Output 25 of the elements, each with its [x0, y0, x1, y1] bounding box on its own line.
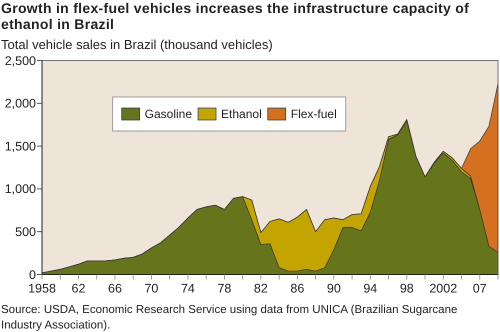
source-note: Source: USDA, Economic Research Service using data from UNICA (Brazilian Sugarcane Industry Association). — [1, 304, 458, 332]
x-tick-label: 78 — [217, 282, 232, 296]
x-tick-label: 2002 — [429, 282, 458, 296]
x-tick-label: 70 — [144, 282, 158, 296]
x-tick-label: 86 — [290, 282, 304, 296]
y-tick-label: 1,000 — [4, 182, 36, 196]
x-tick-label: 1958 — [28, 282, 56, 296]
chart-title: Growth in flex-fuel vehicles increases the infrastructure capacity of ethanol in Brazil — [1, 0, 470, 32]
y-axis-title: Total vehicle sales in Brazil (thousand vehicles) — [1, 37, 273, 52]
x-tick-label: 98 — [400, 282, 414, 296]
x-tick-label: 62 — [72, 282, 86, 296]
legend-label: Gasoline — [144, 107, 192, 122]
x-tick-label: 82 — [254, 282, 268, 296]
y-tick-label: 2,500 — [4, 54, 36, 68]
y-tick-label: 0 — [29, 268, 36, 282]
y-tick-label: 1,500 — [4, 139, 36, 154]
x-tick-label: 94 — [363, 282, 378, 296]
x-tick-label: 74 — [180, 282, 195, 296]
legend-label: Ethanol — [221, 107, 262, 122]
x-tick-label: 66 — [108, 282, 122, 296]
x-tick-label: 90 — [326, 282, 341, 296]
x-tick-label: 07 — [472, 282, 487, 296]
y-tick-label: 500 — [15, 225, 36, 239]
y-tick-label: 2,000 — [4, 96, 36, 111]
legend-label: Flex-fuel — [290, 107, 337, 122]
